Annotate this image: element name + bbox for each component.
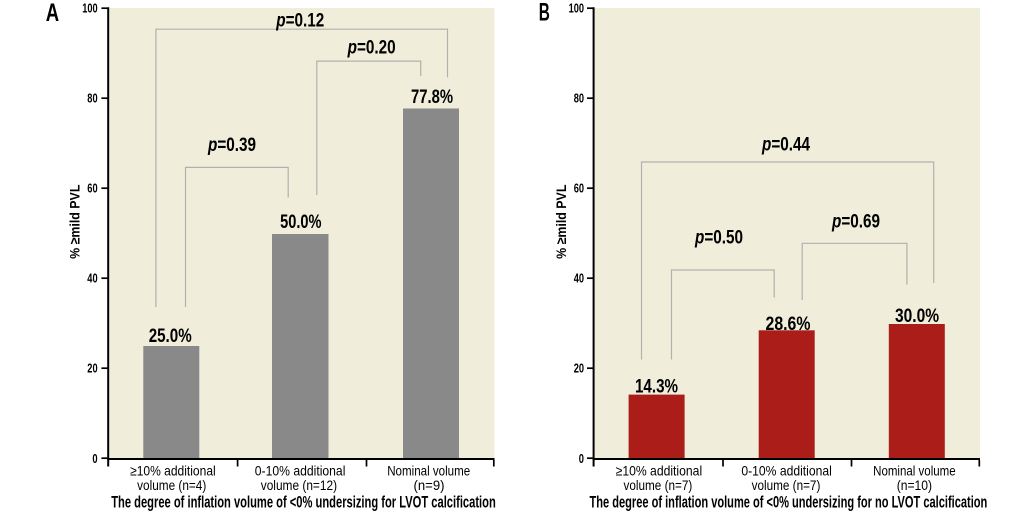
svg-text:100: 100 [82, 1, 97, 15]
svg-text:volume (n=7): volume (n=7) [624, 477, 693, 493]
svg-text:volume (n=4): volume (n=4) [137, 477, 206, 493]
svg-text:20: 20 [574, 361, 584, 375]
svg-text:14.3%: 14.3% [635, 376, 678, 398]
svg-text:p=0.12: p=0.12 [276, 9, 325, 31]
svg-text:50.0%: 50.0% [280, 211, 321, 233]
svg-text:0-10% additional: 0-10% additional [255, 463, 346, 479]
svg-text:80: 80 [574, 91, 584, 105]
svg-text:volume (n=7): volume (n=7) [752, 477, 821, 493]
svg-text:(n=9): (n=9) [414, 477, 445, 493]
svg-text:(n=10): (n=10) [897, 477, 932, 493]
svg-text:77.8%: 77.8% [411, 86, 453, 108]
svg-text:Nominal volume: Nominal volume [873, 463, 956, 479]
svg-text:% ≥mild PVL: % ≥mild PVL [67, 184, 83, 259]
svg-text:60: 60 [87, 181, 97, 195]
svg-text:Nominal volume: Nominal volume [387, 463, 470, 479]
svg-text:40: 40 [574, 271, 584, 285]
svg-text:p=0.20: p=0.20 [347, 36, 396, 58]
svg-text:80: 80 [87, 91, 97, 105]
svg-text:30.0%: 30.0% [895, 305, 939, 327]
svg-text:p=0.50: p=0.50 [694, 227, 743, 249]
svg-text:60: 60 [574, 181, 584, 195]
svg-text:100: 100 [569, 1, 584, 15]
svg-text:volume (n=12): volume (n=12) [261, 477, 337, 493]
svg-text:0-10% additional: 0-10% additional [741, 463, 831, 479]
svg-text:The degree of inflation volume: The degree of inflation volume of <0% un… [590, 494, 988, 512]
svg-text:≥10% additional: ≥10% additional [616, 463, 703, 479]
svg-text:p=0.69: p=0.69 [831, 211, 880, 233]
svg-text:0: 0 [579, 452, 584, 466]
svg-text:25.0%: 25.0% [149, 325, 192, 347]
svg-text:A: A [46, 0, 59, 27]
svg-text:% ≥mild PVL: % ≥mild PVL [553, 184, 569, 259]
svg-text:The degree of inflation volume: The degree of inflation volume of <0% un… [111, 494, 496, 512]
svg-text:p=0.39: p=0.39 [207, 134, 256, 156]
svg-text:p=0.44: p=0.44 [761, 134, 810, 156]
svg-text:0: 0 [92, 452, 97, 466]
svg-text:B: B [539, 0, 550, 27]
svg-text:40: 40 [87, 271, 97, 285]
svg-text:28.6%: 28.6% [766, 313, 811, 335]
svg-text:≥10% additional: ≥10% additional [130, 463, 216, 479]
svg-text:20: 20 [87, 361, 97, 375]
